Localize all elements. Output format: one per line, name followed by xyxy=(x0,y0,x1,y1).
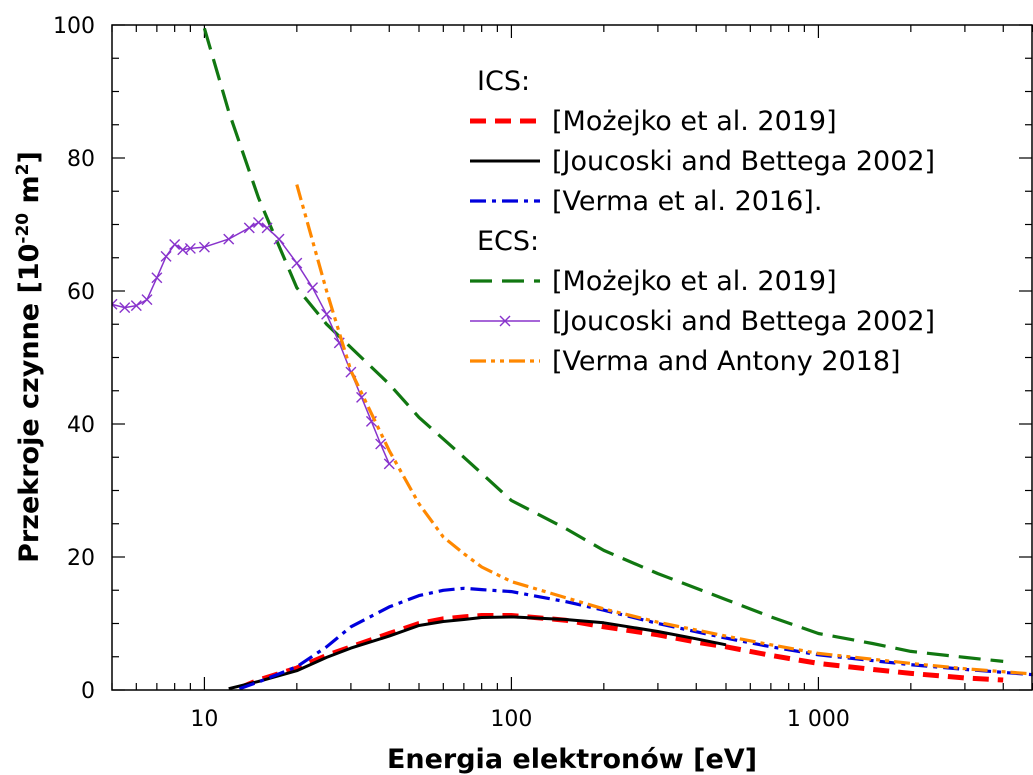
data-point-marker xyxy=(184,242,196,254)
series-line-ics-2 xyxy=(238,586,1033,690)
series-line-ics-1 xyxy=(228,615,727,690)
x-tick-label: 10 xyxy=(190,707,218,732)
data-point-marker xyxy=(273,233,285,245)
data-point-marker xyxy=(119,302,131,314)
x-axis-title: Energia elektronów [eV] xyxy=(387,744,757,775)
legend-entry-label: [Verma et al. 2016]. xyxy=(552,186,822,217)
series-layer xyxy=(112,27,1033,690)
data-point-marker xyxy=(261,222,273,234)
data-point-marker xyxy=(198,241,210,253)
y-tick-label: 100 xyxy=(53,14,95,39)
data-point-marker xyxy=(383,458,395,470)
y-tick-label: 0 xyxy=(81,679,95,704)
data-point-marker xyxy=(130,300,142,312)
data-point-marker xyxy=(321,308,333,320)
y-tick-label: 20 xyxy=(67,546,95,571)
data-point-marker xyxy=(223,233,235,245)
data-point-marker xyxy=(141,294,153,306)
data-point-marker xyxy=(252,217,264,228)
y-tick-labels: 0 20 40 60 80 100 xyxy=(53,14,95,704)
legend-marker xyxy=(499,315,511,327)
legend-group-heading: ECS: xyxy=(477,226,539,257)
legend-entry-label: [Możejko et al. 2019] xyxy=(552,106,837,137)
data-point-marker xyxy=(112,298,118,310)
x-tick-label: 1 000 xyxy=(787,707,850,732)
data-point-marker xyxy=(169,238,181,250)
y-tick-label: 60 xyxy=(67,280,95,305)
legend-entry-label: [Joucoski and Bettega 2002] xyxy=(552,306,935,337)
data-point-marker xyxy=(291,257,303,269)
x-tick-labels: 10 100 1 000 xyxy=(190,707,849,732)
legend-group-heading: ICS: xyxy=(477,66,530,97)
series-line-ecs-5 xyxy=(295,184,1033,676)
y-tick-label: 80 xyxy=(67,147,95,172)
data-point-marker xyxy=(151,272,163,284)
legend-entry-label: [Możejko et al. 2019] xyxy=(552,266,837,297)
x-tick-label: 100 xyxy=(490,707,532,732)
series-line-ecs-3 xyxy=(202,27,1004,663)
y-tick-label: 40 xyxy=(67,413,95,438)
y-axis-title: Przekroje czynne [10-20 m2] xyxy=(13,151,45,563)
data-point-marker xyxy=(243,222,255,234)
data-point-marker xyxy=(375,438,387,450)
series-line-ecs-4 xyxy=(112,221,390,465)
legend-entry-label: [Joucoski and Bettega 2002] xyxy=(552,146,935,177)
data-point-marker xyxy=(307,282,319,294)
legend-entry-label: [Verma and Antony 2018] xyxy=(552,346,901,377)
data-point-marker xyxy=(160,250,172,262)
plot-frame xyxy=(111,24,1033,691)
legend: ICS: [Możejko et al. 2019] [Joucoski and B… xyxy=(470,66,935,377)
